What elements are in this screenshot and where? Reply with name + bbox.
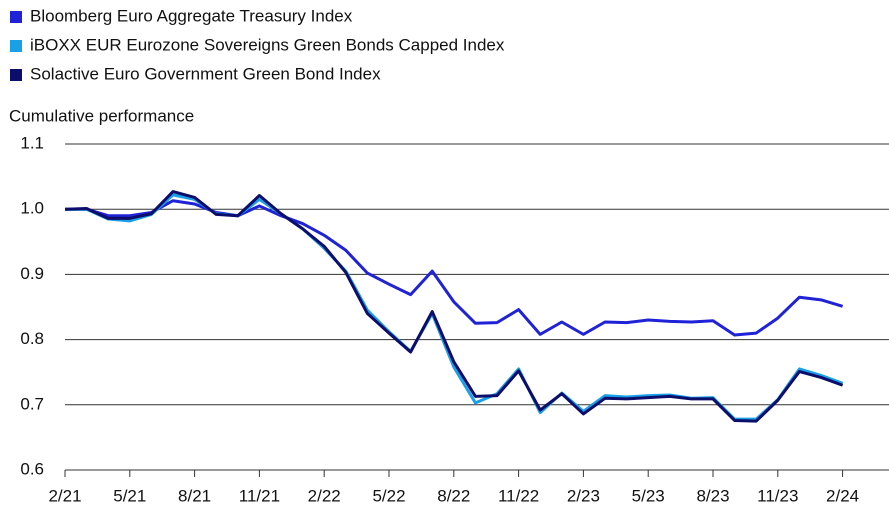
x-tick-label: 8/21	[178, 486, 211, 505]
x-tick-label: 5/23	[632, 486, 665, 505]
x-tick-label: 11/21	[239, 486, 280, 505]
y-tick-label: 1.0	[20, 199, 44, 218]
x-tick-label: 2/22	[308, 486, 341, 505]
x-tick-label: 2/21	[48, 486, 81, 505]
x-tick-label: 11/23	[757, 486, 798, 505]
x-tick-label: 8/23	[696, 486, 729, 505]
x-tick-label: 5/21	[113, 486, 146, 505]
legend-swatch	[10, 11, 22, 23]
legend-label: iBOXX EUR Eurozone Sovereigns Green Bond…	[30, 35, 505, 54]
x-tick-label: 2/23	[567, 486, 600, 505]
x-tick-label: 8/22	[437, 486, 470, 505]
series-line	[65, 199, 844, 337]
x-tick-label: 2/24	[826, 486, 859, 505]
legend-label: Bloomberg Euro Aggregate Treasury Index	[30, 6, 353, 25]
y-tick-label: 0.6	[20, 459, 44, 478]
y-tick-label: 0.9	[20, 264, 44, 283]
legend-label: Solactive Euro Government Green Bond Ind…	[30, 64, 381, 83]
y-axis-label: Cumulative performance	[9, 106, 194, 125]
legend-swatch	[10, 69, 22, 81]
series-line	[65, 193, 844, 421]
x-tick-label: 11/22	[498, 486, 539, 505]
y-tick-label: 0.7	[20, 394, 44, 413]
x-tick-label: 5/22	[372, 486, 405, 505]
y-tick-label: 0.8	[20, 329, 44, 348]
y-tick-label: 1.1	[20, 133, 44, 152]
series-line	[64, 190, 844, 423]
legend-swatch	[10, 40, 22, 52]
